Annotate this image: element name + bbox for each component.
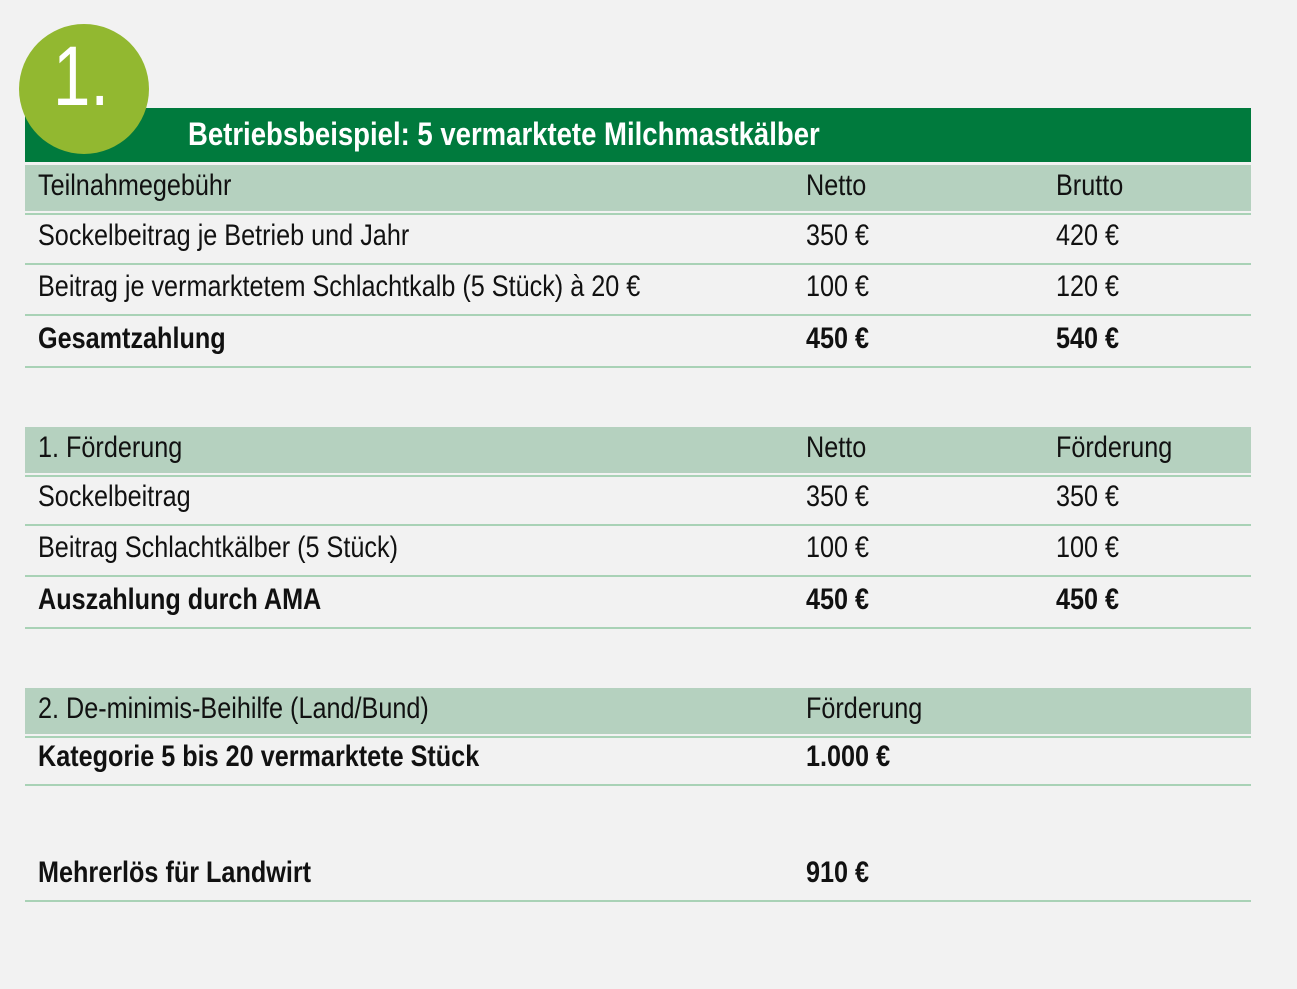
- table-title-bar: Betriebsbeispiel: 5 vermarktete Milchmas…: [25, 108, 1251, 162]
- result-value: 910 €: [806, 856, 870, 889]
- header-cell: Teilnahmegebühr: [38, 169, 232, 202]
- result-row: Mehrerlös für Landwirt 910 €: [25, 850, 1251, 902]
- brutto-value: 120 €: [1056, 270, 1120, 303]
- header-cell: Netto: [806, 431, 867, 464]
- foerderung-value: 1.000 €: [806, 740, 891, 773]
- table-row: Beitrag Schlachtkälber (5 Stück) 100 € 1…: [25, 525, 1251, 577]
- netto-value: 350 €: [806, 480, 870, 513]
- row-label: Kategorie 5 bis 20 vermarktete Stück: [38, 740, 480, 773]
- netto-value: 100 €: [806, 531, 870, 564]
- table-row: Beitrag je vermarktetem Schlachtkalb (5 …: [25, 264, 1251, 316]
- row-label: Gesamtzahlung: [38, 322, 226, 355]
- total-row: Gesamtzahlung 450 € 540 €: [25, 316, 1251, 368]
- foerderung-value: 100 €: [1056, 531, 1120, 564]
- table3-header-row: 2. De-minimis-Beihilfe (Land/Bund) Förde…: [25, 688, 1251, 736]
- foerderung-value: 350 €: [1056, 480, 1120, 513]
- netto-value: 450 €: [806, 583, 870, 616]
- table2-header-row: 1. Förderung Netto Förderung: [25, 427, 1251, 475]
- table-row: Sockelbeitrag 350 € 350 €: [25, 474, 1251, 526]
- total-row: Auszahlung durch AMA 450 € 450 €: [25, 577, 1251, 629]
- header-cell: Förderung: [806, 692, 923, 725]
- foerderung-value: 450 €: [1056, 583, 1120, 616]
- header-cell: 2. De-minimis-Beihilfe (Land/Bund): [38, 692, 429, 725]
- row-label: Beitrag Schlachtkälber (5 Stück): [38, 531, 398, 564]
- row-label: Auszahlung durch AMA: [38, 583, 322, 616]
- netto-value: 100 €: [806, 270, 870, 303]
- brutto-value: 540 €: [1056, 322, 1120, 355]
- table-title: Betriebsbeispiel: 5 vermarktete Milchmas…: [188, 116, 820, 152]
- table1-header-row: Teilnahmegebühr Netto Brutto: [25, 165, 1251, 213]
- header-cell: Brutto: [1056, 169, 1124, 202]
- brutto-value: 420 €: [1056, 219, 1120, 252]
- netto-value: 350 €: [806, 219, 870, 252]
- netto-value: 450 €: [806, 322, 870, 355]
- row-label: Sockelbeitrag: [38, 480, 191, 513]
- row-label: Beitrag je vermarktetem Schlachtkalb (5 …: [38, 270, 641, 303]
- table-row: Kategorie 5 bis 20 vermarktete Stück 1.0…: [25, 734, 1251, 786]
- row-label: Sockelbeitrag je Betrieb und Jahr: [38, 219, 410, 252]
- result-label: Mehrerlös für Landwirt: [38, 856, 312, 889]
- header-cell: 1. Förderung: [38, 431, 183, 464]
- step-number-badge: 1.: [19, 24, 149, 154]
- header-cell: Netto: [806, 169, 867, 202]
- header-cell: Förderung: [1056, 431, 1173, 464]
- table-row: Sockelbeitrag je Betrieb und Jahr 350 € …: [25, 213, 1251, 265]
